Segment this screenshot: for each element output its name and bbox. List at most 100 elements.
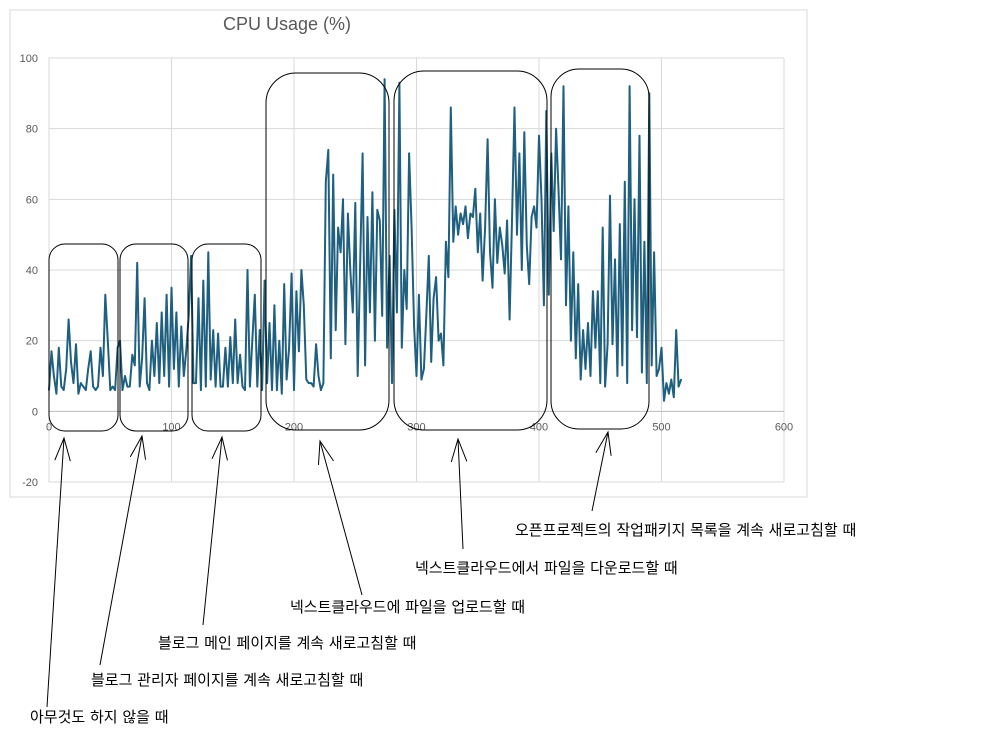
data-point (50, 350, 53, 353)
data-point (462, 223, 464, 225)
data-point (60, 385, 63, 388)
data-point (626, 382, 628, 384)
data-point (126, 385, 129, 388)
annotation-label: 넥스트클라우드에서 파일을 다운로드할 때 (415, 559, 678, 577)
x-tick-label: 0 (46, 421, 52, 433)
data-point (325, 180, 327, 183)
x-tick-label: 500 (652, 421, 670, 433)
data-point (562, 85, 565, 88)
data-point (80, 382, 82, 384)
data-point (92, 385, 94, 388)
data-point (677, 385, 680, 388)
data-point (506, 219, 508, 222)
data-point (227, 385, 229, 388)
data-point (222, 385, 224, 388)
annotation-label: 블로그 메인 페이지를 계속 새로고침할 때 (158, 634, 416, 652)
data-point (246, 269, 249, 271)
data-point (77, 392, 80, 395)
data-point (680, 378, 682, 381)
data-point (616, 375, 619, 377)
data-point (200, 389, 202, 391)
data-point (327, 149, 330, 151)
data-point (508, 318, 511, 321)
data-point (454, 205, 457, 208)
data-point (168, 385, 170, 388)
data-point (173, 368, 175, 370)
data-point (570, 339, 572, 342)
data-point (543, 304, 545, 307)
annotation-arrow-head (54, 436, 71, 462)
data-point (450, 106, 452, 109)
data-point (526, 244, 528, 247)
data-point (513, 106, 516, 109)
data-point (665, 382, 668, 384)
data-point (491, 286, 494, 289)
data-point (261, 389, 263, 391)
data-point (192, 382, 195, 384)
data-point (124, 375, 126, 377)
data-point (528, 283, 530, 285)
data-point (428, 255, 430, 257)
data-point (405, 308, 408, 310)
data-point (254, 293, 256, 296)
data-point (197, 297, 200, 300)
data-point (72, 382, 75, 384)
data-point (464, 205, 467, 208)
data-point (369, 311, 371, 314)
data-point (268, 322, 271, 324)
data-point (592, 290, 594, 293)
data-point (577, 283, 579, 285)
data-point (579, 378, 582, 381)
annotation-region (393, 70, 548, 431)
data-point (151, 339, 153, 342)
data-point (481, 279, 484, 282)
x-tick-label: 600 (775, 421, 793, 433)
x-tick-label: 200 (285, 421, 303, 433)
annotation-arrow-head (129, 434, 147, 460)
data-point (582, 329, 584, 331)
annotation-arrow-head (450, 437, 468, 463)
chart-title: CPU Usage (%) (223, 14, 351, 34)
data-point (129, 385, 131, 388)
data-point (330, 357, 332, 360)
data-point (447, 276, 450, 278)
data-point (288, 346, 290, 349)
annotation-arrow-head (595, 430, 612, 456)
data-point (102, 375, 104, 377)
data-point (148, 389, 151, 391)
data-point (307, 382, 310, 384)
data-point (646, 382, 648, 384)
data-point (89, 350, 92, 353)
data-point (628, 85, 631, 88)
data-point (352, 311, 354, 314)
data-point (53, 375, 55, 377)
data-point (160, 311, 163, 314)
data-point (295, 290, 298, 293)
data-point (251, 339, 254, 342)
data-point (584, 368, 587, 370)
data-point (163, 375, 165, 377)
data-point (342, 198, 344, 201)
data-point (658, 368, 660, 370)
annotation-arrow-head (211, 435, 228, 461)
data-point (594, 346, 597, 349)
data-point (153, 375, 156, 377)
data-point (653, 251, 655, 254)
data-point (131, 354, 134, 356)
data-point (55, 392, 58, 395)
data-point (467, 237, 469, 239)
data-point (87, 368, 89, 370)
data-point (305, 378, 308, 381)
data-point (121, 389, 124, 391)
data-point (381, 315, 384, 317)
data-point (75, 343, 77, 346)
data-point (501, 244, 504, 247)
data-point (236, 382, 239, 384)
data-point (315, 343, 317, 346)
data-point (410, 226, 413, 229)
data-point (575, 357, 577, 360)
data-point (572, 251, 575, 254)
data-point (494, 198, 496, 201)
data-point (281, 392, 283, 395)
